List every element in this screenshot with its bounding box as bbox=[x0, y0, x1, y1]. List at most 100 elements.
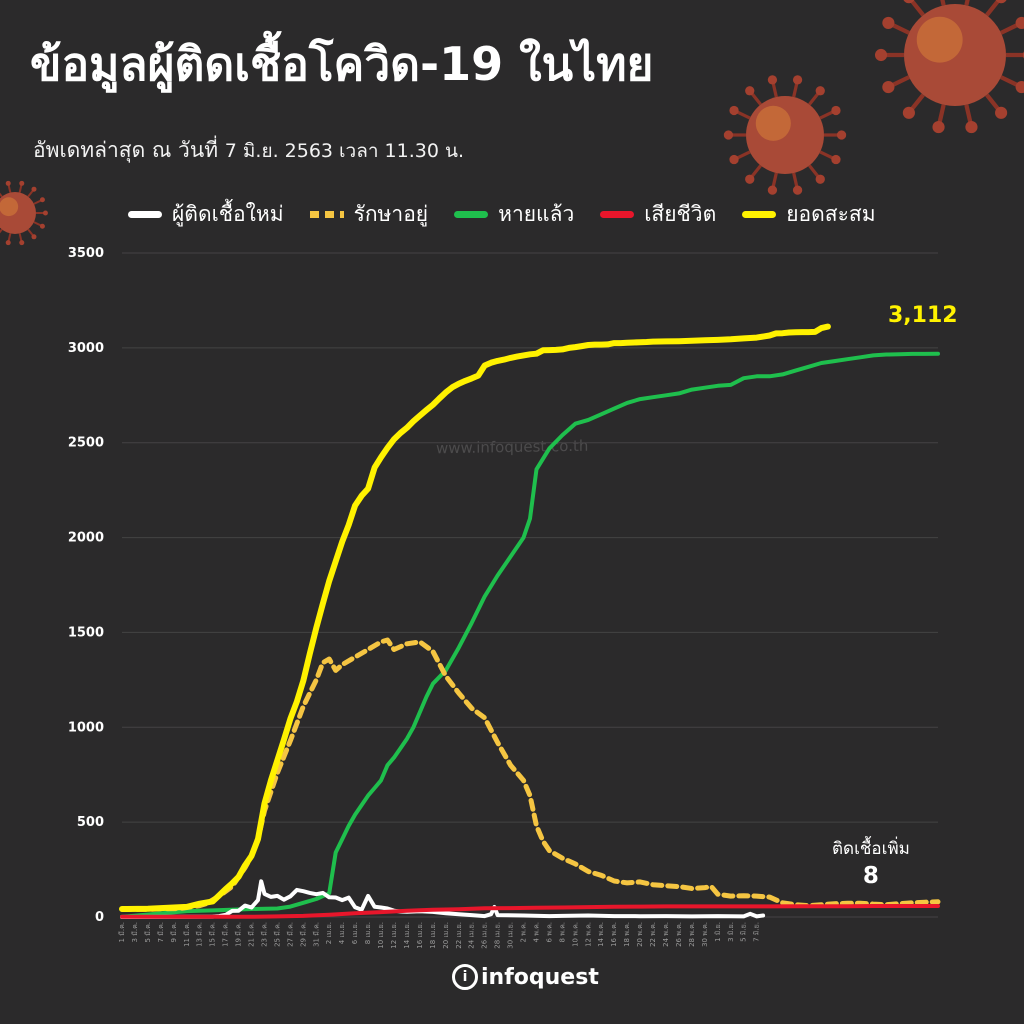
x-tick-label: 8 เม.ย. bbox=[364, 922, 372, 944]
x-tick-label: 25 มี.ค. bbox=[273, 922, 281, 947]
virus-spike-tip bbox=[729, 105, 739, 116]
virus-highlight bbox=[755, 105, 791, 141]
virus-spike-tip bbox=[831, 105, 841, 116]
virus-spike-tip bbox=[902, 106, 915, 119]
virus-spike-tip bbox=[995, 0, 1007, 4]
legend-item-deaths: เสียชีวิต bbox=[600, 198, 716, 231]
virus-spike-tip bbox=[767, 75, 778, 85]
x-tick-label: 4 เม.ย. bbox=[338, 922, 346, 944]
legend-swatch-deaths bbox=[600, 211, 635, 218]
legend-item-recovered: หายแล้ว bbox=[454, 198, 574, 231]
virus-spike-tip bbox=[39, 197, 45, 203]
virus-highlight bbox=[0, 197, 19, 217]
new-cases-annotation-label: ติดเชื้อเพิ่ม bbox=[832, 839, 910, 859]
virus-spike-tip bbox=[965, 121, 978, 134]
x-tick-label: 9 มี.ค. bbox=[170, 922, 178, 942]
series-line-cumulative bbox=[119, 323, 831, 912]
x-tick-label: 26 เม.ย. bbox=[481, 922, 489, 949]
virus-spike-tip bbox=[882, 81, 895, 94]
x-tick-label: 30 เม.ย. bbox=[507, 922, 515, 949]
legend-swatch-new-cases bbox=[128, 211, 162, 218]
x-tick-label: 6 เม.ย. bbox=[351, 922, 359, 944]
y-tick-label: 0 bbox=[95, 910, 104, 925]
y-tick-label: 500 bbox=[77, 815, 104, 830]
x-tick-label: 14 เม.ย. bbox=[403, 922, 411, 949]
x-tick-label: 1 มี.ค. bbox=[118, 922, 126, 942]
virus-spike-tip bbox=[745, 174, 755, 184]
x-tick-label: 27 มี.ค. bbox=[286, 922, 294, 947]
x-tick-label: 7 มิ.ย. bbox=[753, 922, 761, 942]
virus-spike-tip bbox=[42, 210, 48, 216]
x-tick-label: 5 มี.ค. bbox=[144, 922, 152, 942]
x-tick-label: 15 มี.ค. bbox=[209, 922, 217, 947]
virus-medium-decoration bbox=[723, 75, 847, 195]
x-tick-label: 12 เม.ย. bbox=[390, 922, 398, 949]
virus-spike-tip bbox=[31, 186, 37, 192]
virus-spike-tip bbox=[39, 223, 45, 229]
virus-large-decoration bbox=[874, 0, 1024, 134]
x-tick-label: 7 มี.ค. bbox=[157, 922, 165, 942]
series-line-active bbox=[119, 637, 941, 912]
virus-spike-tip bbox=[836, 130, 847, 140]
x-tick-label: 13 มี.ค. bbox=[196, 922, 204, 947]
legend-label-cumulative: ยอดสะสม bbox=[786, 202, 876, 226]
x-tick-label: 24 พ.ค. bbox=[662, 922, 670, 947]
x-tick-label: 5 มิ.ย. bbox=[740, 922, 748, 942]
x-tick-label: 1 มิ.ย. bbox=[714, 922, 722, 942]
virus-spike-tip bbox=[995, 106, 1008, 119]
series-line-new-cases bbox=[120, 879, 766, 919]
virus-spike bbox=[940, 0, 946, 6]
new-cases-annotation-value: 8 bbox=[862, 862, 879, 889]
virus-spike-tip bbox=[874, 48, 888, 62]
virus-spike bbox=[964, 0, 970, 6]
x-tick-label: 14 พ.ค. bbox=[597, 922, 605, 947]
x-tick-label: 11 มี.ค. bbox=[183, 922, 191, 947]
virus-spike-tip bbox=[932, 121, 945, 134]
legend-label-active: รักษาอยู่ bbox=[353, 202, 429, 226]
virus-spike-tip bbox=[31, 234, 37, 240]
virus-spike bbox=[0, 192, 3, 198]
x-tick-label: 17 มี.ค. bbox=[222, 922, 230, 947]
virus-small-decoration bbox=[0, 180, 48, 246]
y-tick-label: 3000 bbox=[68, 341, 104, 356]
x-tick-label: 18 พ.ค. bbox=[623, 922, 631, 947]
virus-spike-tip bbox=[723, 130, 734, 140]
x-tick-label: 28 เม.ย. bbox=[494, 922, 502, 949]
x-tick-label: 20 เม.ย. bbox=[442, 922, 450, 949]
logo-text: infoquest bbox=[481, 964, 599, 990]
virus-spike-tip bbox=[767, 185, 778, 195]
virus-spike-tip bbox=[1015, 16, 1024, 29]
virus-spike-tip bbox=[903, 0, 915, 4]
x-tick-label: 4 พ.ค. bbox=[532, 922, 540, 942]
x-tick-label: 3 มิ.ย. bbox=[727, 922, 735, 942]
virus-spike-tip bbox=[5, 240, 11, 246]
x-tick-label: 20 พ.ค. bbox=[636, 922, 644, 947]
new-cases-annotation: ติดเชื้อเพิ่ม 8 bbox=[832, 838, 910, 892]
legend-label-new-cases: ผู้ติดเชื้อใหม่ bbox=[172, 202, 284, 226]
virus-spike-tip bbox=[5, 180, 11, 186]
x-tick-label: 19 มี.ค. bbox=[235, 922, 243, 947]
virus-small-body bbox=[0, 180, 48, 246]
x-tick-label: 26 พ.ค. bbox=[675, 922, 683, 947]
virus-spike-tip bbox=[19, 180, 25, 186]
virus-spike-tip bbox=[1015, 81, 1024, 94]
virus-medium-body bbox=[723, 75, 847, 195]
virus-spike-tip bbox=[815, 86, 825, 96]
x-tick-label: 22 เม.ย. bbox=[455, 922, 463, 949]
logo-mark-icon: i bbox=[452, 964, 478, 990]
subtitle-prefix: อัพเดทล่าสุด ณ วันที่ bbox=[33, 138, 219, 162]
x-tick-label: 3 มี.ค. bbox=[131, 922, 139, 942]
y-tick-label: 2000 bbox=[68, 531, 104, 546]
y-tick-label: 1000 bbox=[68, 720, 104, 735]
cumulative-final-value-label: 3,112 bbox=[888, 303, 958, 328]
virus-spike-tip bbox=[831, 154, 841, 165]
virus-large-body bbox=[874, 0, 1024, 134]
legend-item-active: รักษาอยู่ bbox=[309, 198, 429, 231]
x-tick-label: 2 เม.ย. bbox=[325, 922, 333, 944]
virus-spike-tip bbox=[792, 75, 803, 85]
virus-spike-tip bbox=[19, 240, 25, 246]
y-tick-label: 2500 bbox=[68, 436, 104, 451]
y-tick-label: 3500 bbox=[68, 246, 104, 261]
subtitle: อัพเดทล่าสุด ณ วันที่ 7 มิ.ย. 2563 เวลา … bbox=[33, 134, 464, 167]
